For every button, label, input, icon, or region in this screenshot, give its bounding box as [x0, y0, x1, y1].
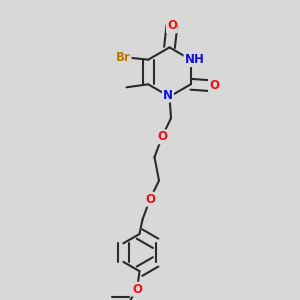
Text: O: O	[132, 283, 142, 296]
Text: O: O	[167, 19, 177, 32]
Text: NH: NH	[184, 53, 204, 66]
Text: Br: Br	[116, 51, 131, 64]
Text: N: N	[163, 88, 173, 102]
Text: O: O	[157, 130, 167, 143]
Text: O: O	[145, 193, 155, 206]
Text: O: O	[209, 79, 219, 92]
